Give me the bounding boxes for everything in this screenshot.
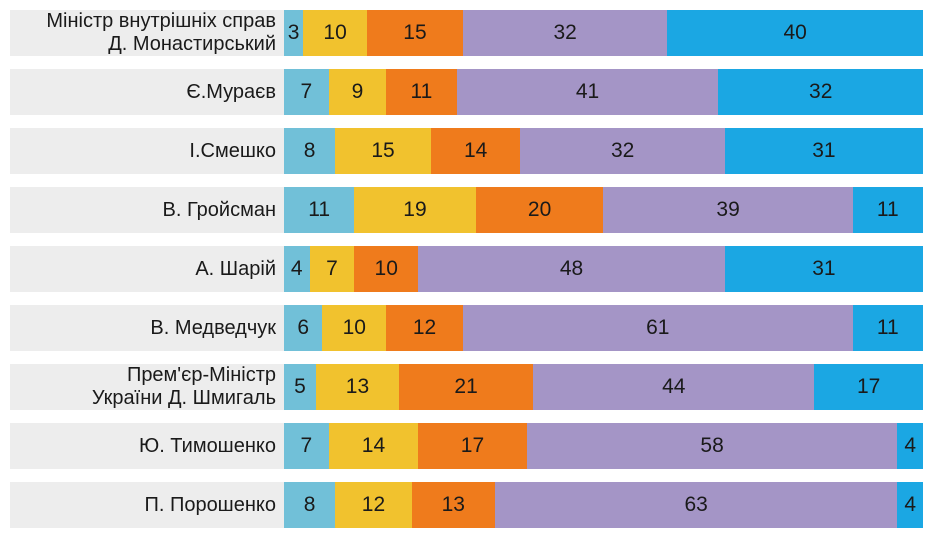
bar-segment: 10 [303, 10, 367, 56]
politician-rating-chart: Міністр внутрішніх справ Д. Монастирськи… [10, 10, 923, 528]
chart-row: В. Медведчук 610126111 [10, 305, 923, 351]
chart-row: І.Смешко 815143231 [10, 128, 923, 174]
bar-segment: 11 [853, 187, 923, 233]
row-label: А. Шарій [195, 258, 276, 281]
chart-row: В. Гройсман1119203911 [10, 187, 923, 233]
row-label: Є.Мураєв [186, 81, 276, 104]
bar-segment: 4 [897, 423, 923, 469]
bar-segment: 13 [412, 482, 495, 528]
bar-segment: 7 [310, 246, 355, 292]
bar-segment: 15 [335, 128, 431, 174]
bar-segment: 13 [316, 364, 399, 410]
stacked-bar: 71417584 [284, 423, 923, 469]
row-label: П. Порошенко [144, 494, 276, 517]
bar-segment: 5 [284, 364, 316, 410]
chart-row: Ю. Тимошенко 71417584 [10, 423, 923, 469]
row-label-cell: А. Шарій [10, 246, 284, 292]
bar-segment: 14 [431, 128, 520, 174]
chart-row: П. Порошенко 81213634 [10, 482, 923, 528]
bar-segment: 48 [418, 246, 725, 292]
row-label: Міністр внутрішніх справ Д. Монастирськи… [46, 10, 276, 56]
row-label-cell: В. Гройсман [10, 187, 284, 233]
bar-segment: 31 [725, 246, 923, 292]
bar-segment: 32 [463, 10, 667, 56]
bar-segment: 7 [284, 423, 329, 469]
bar-segment: 63 [495, 482, 898, 528]
row-label-cell: В. Медведчук [10, 305, 284, 351]
bar-segment: 44 [533, 364, 814, 410]
row-label: В. Гройсман [163, 199, 277, 222]
bar-segment: 8 [284, 128, 335, 174]
chart-row: А. Шарій 47104831 [10, 246, 923, 292]
chart-row: Міністр внутрішніх справ Д. Монастирськи… [10, 10, 923, 56]
stacked-bar: 610126111 [284, 305, 923, 351]
chart-row: Прем'єр-Міністр України Д. Шмигаль513214… [10, 364, 923, 410]
bar-segment: 39 [603, 187, 852, 233]
bar-segment: 40 [667, 10, 923, 56]
bar-segment: 6 [284, 305, 322, 351]
row-label-cell: І.Смешко [10, 128, 284, 174]
bar-segment: 9 [329, 69, 387, 115]
stacked-bar: 513214417 [284, 364, 923, 410]
stacked-bar: 1119203911 [284, 187, 923, 233]
bar-segment: 10 [354, 246, 418, 292]
bar-segment: 17 [418, 423, 527, 469]
bar-segment: 41 [457, 69, 719, 115]
bar-segment: 7 [284, 69, 329, 115]
bar-segment: 11 [386, 69, 456, 115]
bar-segment: 14 [329, 423, 418, 469]
bar-segment: 58 [527, 423, 898, 469]
bar-segment: 12 [386, 305, 463, 351]
bar-segment: 3 [284, 10, 303, 56]
bar-segment: 31 [725, 128, 923, 174]
stacked-bar: 81213634 [284, 482, 923, 528]
bar-segment: 10 [322, 305, 386, 351]
row-label: Ю. Тимошенко [139, 435, 276, 458]
row-label: І.Смешко [189, 140, 276, 163]
bar-segment: 20 [476, 187, 604, 233]
bar-segment: 11 [853, 305, 923, 351]
row-label-cell: Є.Мураєв [10, 69, 284, 115]
bar-segment: 4 [284, 246, 310, 292]
row-label-cell: Прем'єр-Міністр України Д. Шмигаль [10, 364, 284, 410]
bar-segment: 17 [814, 364, 923, 410]
stacked-bar: 815143231 [284, 128, 923, 174]
stacked-bar: 310153240 [284, 10, 923, 56]
bar-segment: 4 [897, 482, 923, 528]
bar-segment: 8 [284, 482, 335, 528]
bar-segment: 32 [718, 69, 922, 115]
bar-segment: 61 [463, 305, 853, 351]
row-label-cell: П. Порошенко [10, 482, 284, 528]
bar-segment: 32 [520, 128, 724, 174]
bar-segment: 12 [335, 482, 412, 528]
row-label: В. Медведчук [150, 317, 276, 340]
row-label: Прем'єр-Міністр України Д. Шмигаль [92, 364, 276, 410]
bar-segment: 19 [354, 187, 475, 233]
stacked-bar: 47104831 [284, 246, 923, 292]
bar-segment: 21 [399, 364, 533, 410]
bar-segment: 15 [367, 10, 463, 56]
row-label-cell: Міністр внутрішніх справ Д. Монастирськи… [10, 10, 284, 56]
chart-row: Є.Мураєв 79114132 [10, 69, 923, 115]
bar-segment: 11 [284, 187, 354, 233]
stacked-bar: 79114132 [284, 69, 923, 115]
row-label-cell: Ю. Тимошенко [10, 423, 284, 469]
